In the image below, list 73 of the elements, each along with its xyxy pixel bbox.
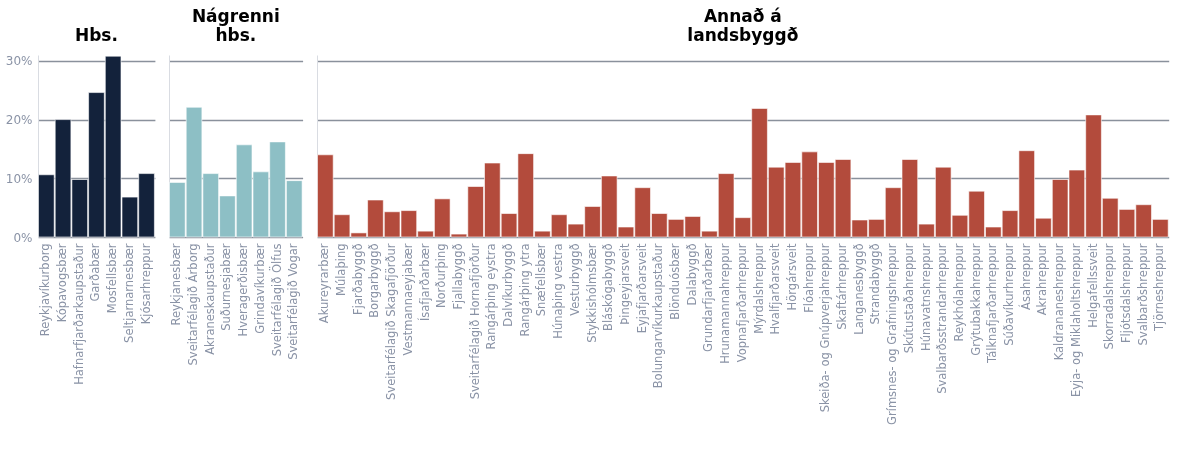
x-tick-label: Hörgársveit (784, 243, 799, 311)
x-tick-label: Skorradalshreppur (1102, 243, 1117, 350)
x-tick-label: Sveitarfélagið Skagafjörður (384, 243, 399, 400)
x-tick-label: Suðurnesjabær (219, 243, 234, 331)
x-tick-label: Stykkishólmsbær (584, 243, 599, 343)
x-tick-label: Fjallabyggð (450, 243, 465, 310)
x-tick-label: Grímsnes- og Grafningshreppur (885, 243, 900, 425)
x-tick-label: Dalabyggð (684, 243, 699, 306)
x-tick-label: Kaldrananeshreppur (1052, 243, 1067, 361)
x-tick-label: Rangárþing eystra (484, 243, 499, 350)
x-tick-label: Skeiða- og Gnúpverjahreppur (818, 243, 833, 413)
x-tick-label: Rangárþing ytra (517, 243, 532, 337)
x-tick-label: Borgarbyggð (367, 243, 382, 318)
x-tick-label: Reykhólahreppur (951, 243, 966, 342)
x-tick-label: Fjarðabyggð (350, 243, 365, 315)
x-tick-label: Vestmannaeyjabær (400, 243, 415, 356)
x-tick-label: Fljótsdalshreppur (1118, 243, 1133, 344)
x-tick-label: Mosfellsbær (105, 243, 120, 314)
y-tick-label: 20% (5, 113, 33, 128)
x-tick-label: Akrahreppur (1035, 243, 1050, 316)
x-tick-label: Grundarfjarðarbær (701, 243, 716, 352)
x-tick-label: Húnavatnshreppur (918, 243, 933, 351)
x-tick-label: Eyjafjarðarsveit (634, 243, 649, 334)
x-tick-label: Svalbarðshreppur (1135, 243, 1150, 346)
x-tick-label: Snæfellsbær (534, 243, 549, 317)
chart-title: Hbs. (74, 24, 118, 45)
x-tick-label: Eyja- og Miklaholtshreppur (1068, 243, 1083, 398)
x-tick-label: Ísafjarðarbær (416, 243, 432, 322)
y-tick-label: 30% (5, 54, 33, 69)
x-tick-label: Reykjanesbær (169, 243, 184, 326)
x-tick-label: Flóahreppur (801, 243, 816, 313)
x-tick-label: Akraneskaupstaður (202, 243, 217, 355)
x-tick-label: Ásahreppur (1017, 243, 1033, 310)
x-tick-label: Tálknafjarðarhreppur (985, 243, 1000, 364)
x-tick-label: Svalbarðsstrandarhreppur (935, 243, 950, 394)
x-tick-label: Sveitarfélagið Árborg (185, 243, 201, 366)
x-tick-label: Grýtubakkahreppur (968, 243, 983, 356)
x-tick-label: Reykjavíkurborg (38, 243, 53, 337)
x-tick-label: Sveitarfélagið Hornafjörður (467, 243, 482, 400)
x-tick-label: Tjörneshreppur (1152, 243, 1167, 333)
x-tick-label: Hveragerðisbær (236, 243, 251, 337)
x-tick-label: Helgafellssveit (1085, 243, 1100, 328)
x-tick-label: Húnaþing vestra (551, 243, 566, 339)
x-tick-label: Garðabær (88, 243, 103, 302)
chart-title: Annað á landsbyggð (687, 6, 799, 45)
x-tick-label: Akureyrarbær (317, 243, 332, 324)
x-tick-label: Þingeyjarsveit (617, 243, 632, 325)
x-tick-label: Strandabyggð (868, 243, 883, 325)
x-tick-label: Dalvíkurbyggð (501, 243, 516, 327)
x-tick-label: Kjósarhreppur (138, 243, 153, 325)
x-tick-label: Bolungarvíkurkaupstaður (651, 243, 666, 389)
y-tick-label: 0% (13, 230, 33, 245)
x-tick-label: Bláskógabyggð (601, 243, 616, 331)
x-tick-label: Skútustaðahreppur (901, 243, 916, 354)
x-tick-label: Hafnarfjarðarkaupstaður (71, 243, 86, 385)
x-tick-label: Vopnafjarðarhreppur (734, 243, 749, 363)
x-tick-label: Norðurþing (434, 243, 449, 309)
x-tick-label: Seltjarnarnesbær (121, 243, 136, 343)
x-tick-label: Vesturbyggð (567, 243, 582, 316)
x-tick-label: Súðavíkurhreppur (1002, 243, 1017, 346)
x-tick-label: Skaftárhreppur (835, 243, 850, 330)
x-tick-label: Sveitarfélagið Ölfus (267, 243, 284, 357)
x-tick-label: Múlaþing (334, 243, 349, 297)
x-tick-label: Hrunamannahreppur (718, 243, 733, 364)
y-tick-label: 10% (5, 171, 33, 186)
chart-title: Nágrenni hbs. (191, 6, 280, 45)
x-tick-label: Mýrdalshreppur (751, 243, 766, 334)
x-tick-label: Langanesbyggð (851, 243, 866, 335)
x-tick-label: Grindavíkurbær (252, 243, 267, 334)
x-tick-label: Blönduósbær (668, 243, 683, 320)
x-tick-label: Kópavogsbær (55, 243, 70, 323)
x-tick-label: Hvalfjarðarsveit (768, 243, 783, 335)
x-tick-label: Sveitarfélagið Vogar (286, 243, 301, 360)
